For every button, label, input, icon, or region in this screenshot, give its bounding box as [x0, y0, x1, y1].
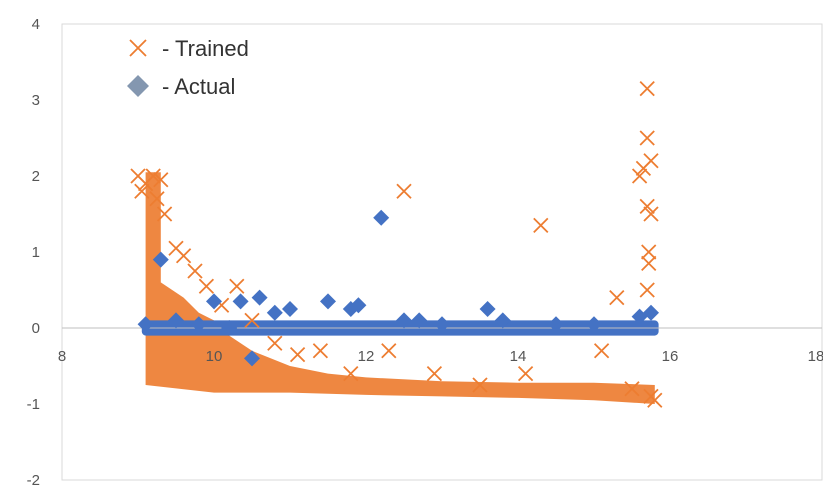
actual-point [479, 301, 496, 317]
trained-point [647, 392, 663, 408]
trained-point [643, 206, 659, 222]
trained-point [593, 343, 610, 359]
actual-point [251, 289, 268, 306]
trained-point [609, 289, 625, 306]
x-tick-label: 12 [358, 348, 375, 365]
trained-point [153, 172, 169, 188]
actual-point [396, 312, 412, 329]
actual-point [494, 312, 511, 329]
trained-point [149, 191, 165, 207]
trained-point [145, 168, 161, 184]
x-tick-label: 10 [206, 348, 223, 365]
trained-point [312, 343, 329, 359]
actual-point [190, 316, 207, 333]
trained-point [639, 282, 655, 298]
trained-point [639, 80, 655, 97]
x-tick-label: 14 [510, 348, 527, 365]
actual-point [411, 312, 428, 329]
trained-point [624, 381, 640, 397]
trained-point [472, 377, 488, 393]
trained-point [289, 346, 306, 363]
actual-point [168, 312, 184, 329]
trained-dense-band [145, 172, 655, 404]
actual-point [137, 316, 154, 333]
actual-point [320, 293, 336, 310]
trained-point [396, 183, 412, 199]
trained-point [517, 365, 534, 382]
actual-point [206, 293, 222, 310]
actual-point [282, 301, 298, 317]
trained-point [639, 130, 655, 146]
actual-point [434, 316, 450, 333]
legend-actual-marker [127, 75, 149, 97]
actual-point [152, 251, 169, 268]
y-tick-label: 0 [32, 320, 40, 337]
trained-point [641, 255, 657, 272]
actual-point [266, 304, 283, 321]
trained-point [134, 183, 150, 199]
trained-point [244, 312, 260, 329]
series-actual [137, 209, 659, 367]
trained-point [643, 153, 659, 169]
x-tick-label: 18 [808, 348, 823, 365]
x-tick-label: 8 [58, 348, 66, 365]
trained-point [229, 278, 245, 294]
trained-point [639, 198, 655, 215]
y-tick-label: -2 [27, 472, 40, 489]
series-trained [130, 80, 663, 408]
x-tick-label: 16 [662, 348, 679, 365]
trained-point [187, 263, 203, 279]
y-tick-label: 1 [32, 244, 40, 261]
actual-point [373, 209, 390, 226]
trained-point [267, 335, 283, 351]
actual-point [244, 350, 260, 367]
y-tick-label: 3 [32, 92, 40, 109]
actual-point [350, 297, 367, 314]
trained-point [381, 343, 397, 359]
trained-point [198, 278, 215, 294]
y-tick-label: 2 [32, 168, 40, 185]
actual-point [232, 293, 249, 310]
trained-point [426, 365, 443, 382]
y-tick-label: -1 [27, 396, 40, 413]
actual-point [643, 304, 659, 321]
legend-trained-label: - Trained [162, 36, 249, 61]
actual-point [221, 320, 238, 336]
legend-trained-marker [129, 39, 147, 57]
trained-point [641, 244, 657, 260]
trained-point [175, 248, 192, 264]
trained-point [343, 365, 359, 382]
trained-point [631, 168, 648, 184]
y-tick-label: 4 [32, 16, 40, 33]
trained-band-shape [145, 172, 655, 404]
actual-point [548, 316, 564, 333]
actual-point [586, 316, 602, 333]
trained-point [156, 206, 173, 222]
trained-point [533, 217, 549, 234]
legend: - Trained - Actual [127, 36, 249, 99]
legend-actual-label: - Actual [162, 74, 235, 99]
